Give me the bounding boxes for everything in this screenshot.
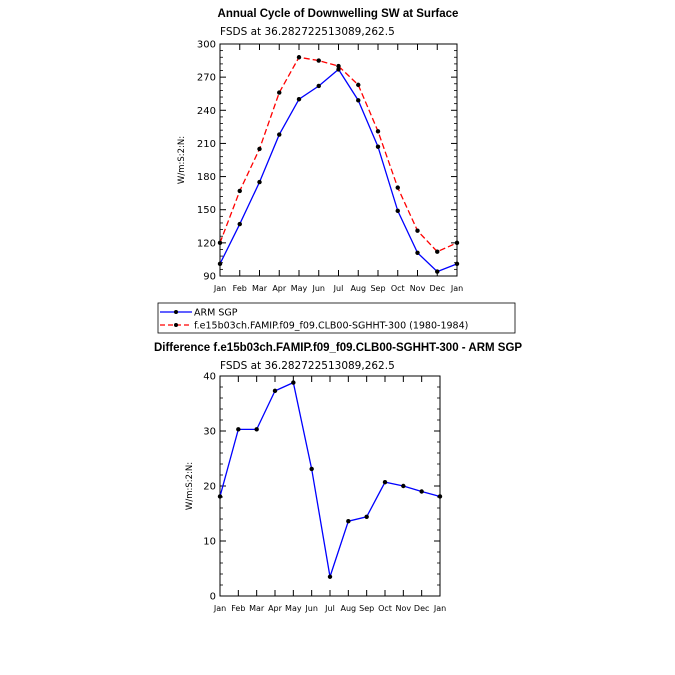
chart1-xtick-label: Sep: [370, 284, 385, 293]
chart1-series-1-point: [435, 269, 440, 274]
chart2-ytick-label: 10: [203, 537, 216, 548]
chart2-ytick-label: 30: [203, 427, 216, 438]
chart2-xtick-label: Jul: [324, 604, 335, 613]
chart1-xtick-label: Oct: [391, 284, 405, 293]
chart1-series-1-point: [217, 261, 223, 267]
chart1-series-2-point: [296, 55, 302, 60]
chart2-series-1-point: [254, 427, 259, 432]
chart2-series-1-line: [219, 381, 441, 577]
chart1-plot: 90 120 150 180 210 240 270 300 Jan Feb Mar Apr May Ju…: [197, 40, 463, 294]
legend-label-arm: ARM SGP: [194, 308, 238, 319]
chart1-subtitle: FSDS at 36.282722513089,262.5: [220, 26, 395, 38]
chart1-series-2-point: [277, 90, 282, 95]
chart1-series-2-point: [217, 240, 223, 246]
chart2-xtick-label: Jun: [304, 604, 318, 613]
chart2-series-1-point: [346, 519, 351, 524]
chart1-xtick-label: May: [291, 284, 308, 293]
chart1-xtick-label: Jul: [333, 284, 344, 293]
chart1-ytick-label: 90: [203, 272, 216, 283]
chart2-series-1-point: [309, 466, 314, 472]
chart2-series-1-point: [364, 514, 369, 519]
chart2-xtick-label: Dec: [414, 604, 429, 613]
chart1-xtick-label: Mar: [252, 284, 268, 293]
chart1-series-2-point: [375, 129, 381, 134]
chart2-frame: [219, 375, 441, 597]
chart2-series-1-point: [327, 574, 333, 579]
chart1-xtick-label: Feb: [233, 284, 247, 293]
chart2-series-1-point: [382, 479, 388, 485]
chart1-series-1-line: [219, 68, 458, 273]
chart1-ytick-label: 210: [197, 139, 216, 150]
chart2-plot: 0 10 20 30 40 Jan Feb Mar Apr May Jun Jul Aug Sep Oct N…: [203, 372, 446, 614]
chart2-series-1-point: [272, 388, 278, 394]
chart1-series-1-point: [237, 221, 242, 227]
chart1-xtick-label: Aug: [350, 284, 366, 293]
chart2-ytick-label: 0: [210, 592, 216, 603]
chart1-xtick-label: Nov: [410, 284, 426, 293]
chart1-series-2-point: [415, 228, 420, 233]
chart1-ytick-label: 270: [197, 73, 216, 84]
chart2-series-1-point: [236, 427, 241, 432]
chart2-title: Difference f.e15b03ch.FAMIP.f09_f09.CLB0…: [154, 342, 522, 354]
chart1-xtick-label: Apr: [272, 284, 287, 293]
chart1-ytick-label: 240: [197, 106, 216, 117]
chart1-series-1-point: [277, 132, 282, 137]
chart1-series-1-point: [257, 179, 262, 185]
chart1-series-2-point: [237, 188, 242, 194]
chart1-ylabel: W/m:S:2:N:: [177, 136, 187, 184]
chart1-legend: ARM SGP f.e15b03ch.FAMIP.f09_f09.CLB00-S…: [157, 302, 516, 334]
chart2-series-1-point: [419, 489, 424, 494]
chart2-ytick-label: 40: [203, 372, 216, 383]
chart2-xtick-label: Jan: [213, 604, 226, 613]
chart2-xtick-label: Mar: [249, 604, 265, 613]
chart1-series-1-point: [415, 250, 420, 255]
chart1-series-2-line: [219, 56, 458, 253]
chart2-xtick-label: Jan: [433, 604, 446, 613]
chart1-series-1-point: [375, 144, 381, 149]
chart1-series-1-point: [454, 261, 460, 267]
chart1-series-2-point: [435, 249, 440, 254]
chart1-series-1-point: [395, 208, 400, 214]
chart1-ytick-label: 150: [197, 205, 216, 216]
chart2-xtick-label: Apr: [268, 604, 283, 613]
chart1-title: Annual Cycle of Downwelling SW at Surfac…: [218, 8, 459, 20]
chart1-series-1-point: [336, 67, 341, 72]
chart2-ylabel: W/m:S:2:N:: [185, 462, 195, 510]
chart2-xtick-label: Sep: [359, 604, 374, 613]
chart1-xtick-label: Dec: [430, 284, 445, 293]
legend-marker-arm: [174, 310, 178, 314]
chart1-xtick-label: Jun: [312, 284, 326, 293]
chart1-frame: [219, 43, 458, 277]
chart2-series-1-point: [217, 494, 223, 499]
chart2-xtick-label: May: [285, 604, 302, 613]
chart1-ytick-label: 300: [197, 40, 216, 51]
chart1-series-1-point: [356, 98, 361, 103]
chart2-series-1-point: [401, 483, 406, 489]
chart1-xtick-label: Jan: [213, 284, 226, 293]
chart1-series-2-point: [356, 82, 361, 88]
chart1-series-2-point: [316, 58, 321, 63]
chart2-xtick-label: Oct: [378, 604, 392, 613]
chart1-series-2-point: [395, 185, 400, 190]
chart1-series-2-point: [257, 146, 262, 152]
chart1-series-2-point: [336, 63, 341, 69]
chart2-series-1-point: [437, 494, 443, 499]
chart2-xtick-label: Aug: [341, 604, 357, 613]
chart2-series-1-point: [291, 380, 296, 385]
chart1-ytick-label: 120: [197, 238, 216, 249]
chart2-xtick-label: Nov: [396, 604, 412, 613]
chart2-ytick-label: 20: [203, 482, 216, 493]
chart1-series-1-point: [296, 97, 302, 102]
chart2-subtitle: FSDS at 36.282722513089,262.5: [220, 360, 395, 372]
chart1-ytick-label: 180: [197, 172, 216, 183]
chart1-series-2-point: [454, 240, 460, 246]
chart1-series-1-point: [316, 83, 321, 89]
legend-label-model: f.e15b03ch.FAMIP.f09_f09.CLB00-SGHHT-300…: [194, 321, 468, 332]
chart2-xtick-label: Feb: [231, 604, 245, 613]
legend-marker-model: [174, 323, 178, 327]
legend-box: [157, 302, 516, 334]
chart1-xtick-label: Jan: [450, 284, 463, 293]
